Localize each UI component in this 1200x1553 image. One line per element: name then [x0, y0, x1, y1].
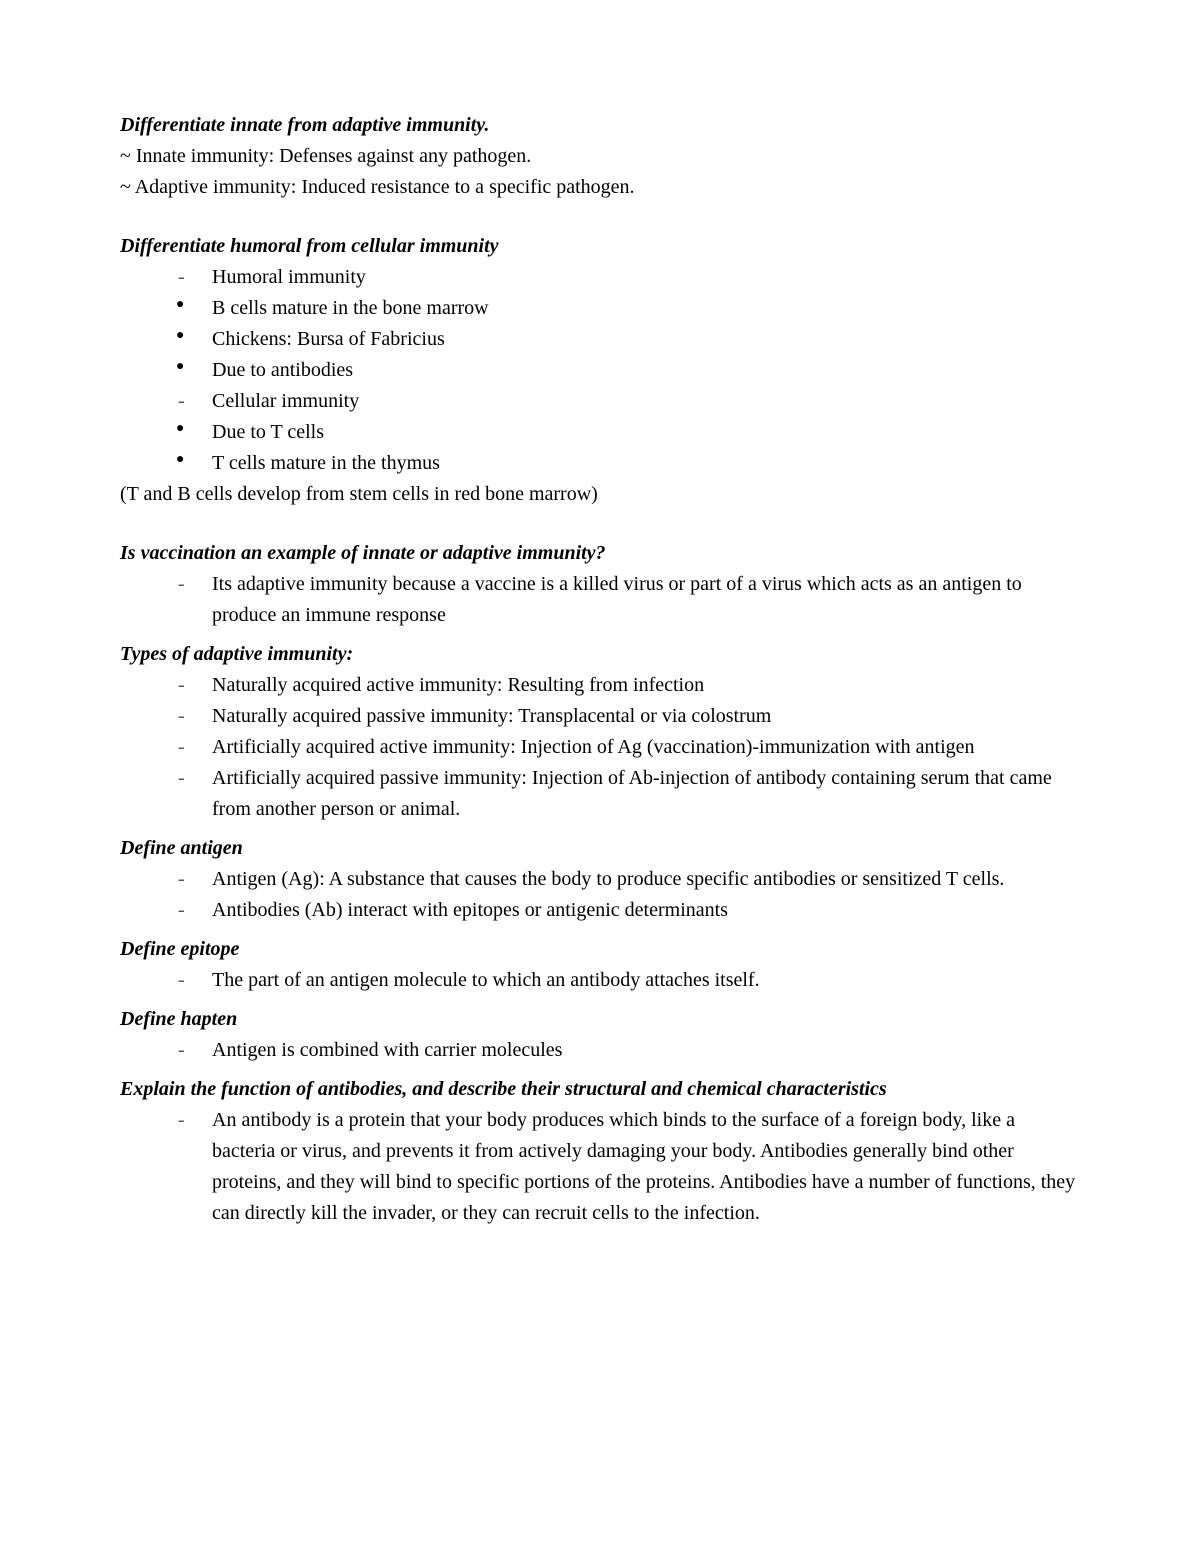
section-heading: Is vaccination an example of innate or a… — [120, 538, 1080, 569]
list-item: Chickens: Bursa of Fabricius — [178, 324, 1080, 355]
list-item: Naturally acquired active immunity: Resu… — [178, 670, 1080, 701]
list: Antigen is combined with carrier molecul… — [120, 1035, 1080, 1066]
list: The part of an antigen molecule to which… — [120, 965, 1080, 996]
list: Humoral immunity — [120, 262, 1080, 293]
list-item: Antibodies (Ab) interact with epitopes o… — [178, 895, 1080, 926]
list-item: The part of an antigen molecule to which… — [178, 965, 1080, 996]
list-item: Naturally acquired passive immunity: Tra… — [178, 701, 1080, 732]
section-heading: Explain the function of antibodies, and … — [120, 1074, 1080, 1105]
list-item: Antigen is combined with carrier molecul… — [178, 1035, 1080, 1066]
section-heading: Define antigen — [120, 833, 1080, 864]
list-item: Antigen (Ag): A substance that causes th… — [178, 864, 1080, 895]
list-item: Artificially acquired active immunity: I… — [178, 732, 1080, 763]
body-text: (T and B cells develop from stem cells i… — [120, 479, 1080, 510]
section-heading: Differentiate humoral from cellular immu… — [120, 231, 1080, 262]
list-item: An antibody is a protein that your body … — [178, 1105, 1080, 1229]
section-heading: Types of adaptive immunity: — [120, 639, 1080, 670]
list-item: Due to antibodies — [178, 355, 1080, 386]
body-text: ~ Innate immunity: Defenses against any … — [120, 141, 1080, 172]
list: B cells mature in the bone marrow Chicke… — [120, 293, 1080, 386]
section-heading: Define hapten — [120, 1004, 1080, 1035]
list-item: Due to T cells — [178, 417, 1080, 448]
list: Its adaptive immunity because a vaccine … — [120, 569, 1080, 631]
list-item: T cells mature in the thymus — [178, 448, 1080, 479]
body-text: ~ Adaptive immunity: Induced resistance … — [120, 172, 1080, 203]
list: Cellular immunity — [120, 386, 1080, 417]
list: Antigen (Ag): A substance that causes th… — [120, 864, 1080, 926]
list-item: Cellular immunity — [178, 386, 1080, 417]
list-item: B cells mature in the bone marrow — [178, 293, 1080, 324]
list-item: Its adaptive immunity because a vaccine … — [178, 569, 1080, 631]
list: Due to T cells T cells mature in the thy… — [120, 417, 1080, 479]
list: Naturally acquired active immunity: Resu… — [120, 670, 1080, 825]
section-heading: Differentiate innate from adaptive immun… — [120, 110, 1080, 141]
list-item: Humoral immunity — [178, 262, 1080, 293]
list: An antibody is a protein that your body … — [120, 1105, 1080, 1229]
list-item: Artificially acquired passive immunity: … — [178, 763, 1080, 825]
section-heading: Define epitope — [120, 934, 1080, 965]
